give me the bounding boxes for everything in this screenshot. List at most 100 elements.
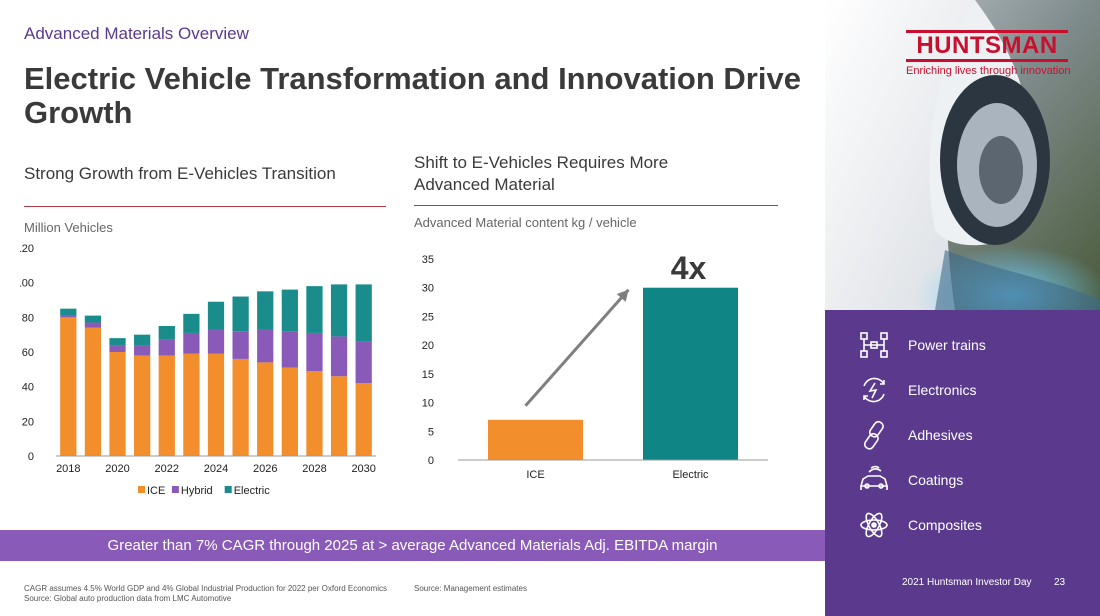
x-tick-label: 2028 <box>302 463 326 475</box>
left-heading-rule <box>24 206 386 207</box>
x-tick-label: 2026 <box>253 463 277 475</box>
bar-ice-2020 <box>109 352 126 456</box>
right-chart-heading-line2: Advanced Material <box>414 175 555 194</box>
y-tick-label: 120 <box>20 243 34 255</box>
category-adhesives: Adhesives <box>858 418 1088 452</box>
right-chart-heading-line1: Shift to E-Vehicles Requires More <box>414 153 669 172</box>
electronics-icon <box>863 377 885 403</box>
left-chart-unit: Million Vehicles <box>24 220 113 235</box>
bar-electric-2026 <box>257 291 274 330</box>
bar-hybrid-2025 <box>232 331 249 359</box>
bar-hybrid-2022 <box>158 339 175 356</box>
bar-hybrid-2021 <box>134 345 151 356</box>
y-tick-label: 0 <box>428 455 434 467</box>
multiplier-label: 4x <box>671 250 707 286</box>
bar-ice-2024 <box>207 353 225 456</box>
legend-label-hybrid: Hybrid <box>181 485 213 497</box>
y-tick-label: 20 <box>22 416 34 428</box>
bar-hybrid-2019 <box>84 322 102 328</box>
huntsman-logo: HUNTSMAN Enriching lives through innovat… <box>906 30 1071 77</box>
material-content-bar-chart: 0 5 10 15 20 25 30 35 ICE Electric 4x <box>422 250 768 481</box>
bar-ice <box>488 419 583 460</box>
bar-hybrid-2026 <box>257 329 274 363</box>
bar-ice-2030 <box>355 383 372 456</box>
category-composites: Composites <box>858 508 1088 542</box>
bar-ice-2021 <box>134 355 151 456</box>
y-tick-label: 25 <box>422 311 434 323</box>
growth-arrow-head <box>616 289 629 302</box>
bar-electric-2027 <box>281 289 298 332</box>
bar-electric-2018 <box>60 308 77 316</box>
logo-wordmark: HUNTSMAN <box>906 30 1068 62</box>
y-tick-label: 100 <box>20 278 34 290</box>
highlight-band <box>0 530 825 561</box>
bar-ice-2018 <box>60 317 77 456</box>
y-tick-label: 0 <box>28 451 34 463</box>
category-power-trains: Power trains <box>858 328 1088 362</box>
bar-electric-2024 <box>207 301 225 330</box>
bar-hybrid-2029 <box>330 336 348 377</box>
right-chart-unit: Advanced Material content kg / vehicle <box>414 215 637 230</box>
x-tick-label: 2018 <box>56 463 80 475</box>
highlight-band-text: Greater than 7% CAGR through 2025 at > a… <box>107 537 718 554</box>
bar-ice-2029 <box>330 376 348 456</box>
bar-ice-2026 <box>257 362 274 456</box>
bar-electric <box>643 287 738 460</box>
footnote-source-lmc: Source: Global auto production data from… <box>24 594 232 603</box>
category-coatings: Coatings <box>858 463 1088 497</box>
bar-ice-2025 <box>232 358 249 456</box>
bar-ice-2022 <box>158 355 175 456</box>
footnote-cagr: CAGR assumes 4.5% World GDP and 4% Globa… <box>24 584 387 593</box>
footer-event: 2021 Huntsman Investor Day <box>902 577 1032 588</box>
x-tick-label: 2020 <box>105 463 129 475</box>
bar-electric-2030 <box>355 284 372 342</box>
bar-hybrid-2018 <box>60 315 77 318</box>
bar-electric-2029 <box>330 284 348 337</box>
legend-label-electric: Electric <box>234 485 271 497</box>
legend-swatch-hybrid <box>171 486 179 493</box>
bar-ice-2019 <box>84 327 102 456</box>
x-tick-label: 2022 <box>155 463 179 475</box>
legend-swatch-ice <box>138 486 145 493</box>
x-tick-label: Electric <box>672 469 709 481</box>
section-subtitle: Advanced Materials Overview <box>24 24 249 43</box>
right-heading-rule <box>414 205 778 206</box>
bar-hybrid-2027 <box>281 331 298 368</box>
bar-hybrid-2028 <box>306 332 323 372</box>
y-tick-label: 30 <box>422 283 434 295</box>
category-label: Electronics <box>908 382 977 398</box>
bar-ice-2027 <box>281 367 298 456</box>
bar-hybrid-2024 <box>207 329 225 354</box>
footnote-left: CAGR assumes 4.5% World GDP and 4% Globa… <box>24 584 387 604</box>
category-label: Power trains <box>908 337 986 353</box>
bar-electric-2021 <box>134 334 151 346</box>
category-label: Coatings <box>908 472 964 488</box>
y-tick-label: 40 <box>22 382 34 394</box>
legend-swatch-electric <box>224 486 232 493</box>
page-number: 23 <box>1054 577 1066 588</box>
bar-electric-2028 <box>306 286 323 333</box>
bar-electric-2020 <box>109 338 126 346</box>
bar-electric-2019 <box>84 315 102 323</box>
vehicles-stacked-bar-chart: 0 20 40 60 80 100 120 2018 2020 2022 2024 2026 2028 2… <box>20 243 376 497</box>
bar-ice-2028 <box>306 371 323 456</box>
bar-hybrid-2023 <box>183 332 200 354</box>
bar-hybrid-2020 <box>109 345 126 352</box>
powertrain-icon <box>860 332 888 358</box>
applications-panel <box>825 310 1100 616</box>
y-tick-label: 35 <box>422 254 434 266</box>
growth-arrow-line <box>524 288 630 407</box>
x-tick-label: 2024 <box>204 463 228 475</box>
y-tick-label: 60 <box>22 347 34 359</box>
bar-electric-2023 <box>183 313 200 333</box>
category-electronics: Electronics <box>858 373 1088 407</box>
y-tick-label: 20 <box>422 340 434 352</box>
category-label: Composites <box>908 517 982 533</box>
y-tick-label: 80 <box>22 312 34 324</box>
bar-ice-2023 <box>183 353 200 456</box>
coatings-icon <box>859 465 889 490</box>
adhesives-icon <box>863 420 884 450</box>
bar-electric-2025 <box>232 296 249 332</box>
right-chart-heading: Shift to E-Vehicles Requires More Advanc… <box>414 152 668 196</box>
legend-label-ice: ICE <box>147 485 165 497</box>
